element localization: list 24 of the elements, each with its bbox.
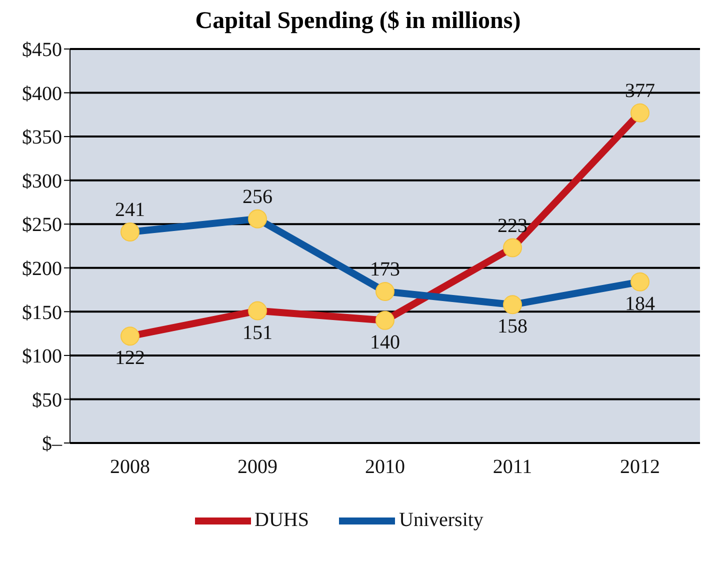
data-label: 241 (115, 198, 145, 221)
x-tick-label: 2009 (238, 456, 278, 478)
y-tick-label: $200 (22, 258, 62, 280)
y-tick-label: $450 (22, 39, 62, 62)
y-tick-label: $350 (22, 126, 62, 149)
x-tick-label: 2011 (492, 456, 532, 478)
y-tick-label: $– (42, 433, 63, 456)
data-label: 140 (370, 331, 400, 354)
y-tick-label: $300 (22, 170, 62, 192)
data-label: 256 (242, 186, 272, 208)
x-tick-label: 2008 (110, 456, 150, 478)
y-tick-label: $100 (22, 346, 62, 368)
y-tick-label: $250 (22, 214, 62, 236)
data-label: 151 (242, 322, 272, 344)
legend-label: DUHS (254, 508, 309, 531)
x-tick-label: 2012 (620, 456, 660, 478)
legend-label: University (399, 508, 484, 531)
y-tick-label: $50 (32, 389, 62, 412)
x-tick-label: 2010 (365, 456, 405, 478)
chart-title: Capital Spending ($ in millions) (194, 8, 522, 35)
data-label: 184 (625, 292, 655, 315)
data-label: 158 (498, 316, 528, 338)
y-tick-label: $400 (22, 82, 62, 105)
y-tick-label: $150 (22, 302, 62, 324)
